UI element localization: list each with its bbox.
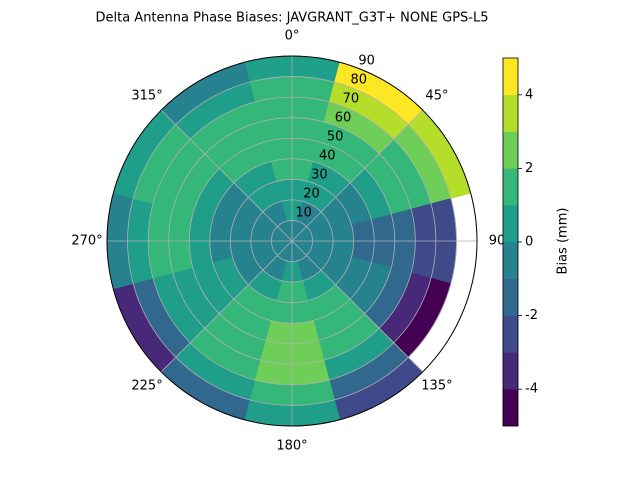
colorbar-tick-label: 4 <box>525 87 533 102</box>
colorbar-tick-label: -2 <box>525 308 538 323</box>
colorbar-label: Bias (mm) <box>556 208 571 275</box>
colorbar-band <box>502 94 519 132</box>
r-tick-label: 90 <box>358 53 375 68</box>
colorbar-band <box>502 168 519 206</box>
r-tick-label: 30 <box>311 167 328 182</box>
colorbar-band <box>502 131 519 169</box>
theta-tick-label: 135° <box>421 378 452 393</box>
theta-tick-label: 270° <box>71 234 102 249</box>
colorbar-band <box>502 57 519 95</box>
r-tick-label: 80 <box>350 72 367 87</box>
colorbar-tick-label: 0 <box>525 235 533 250</box>
r-tick-label: 40 <box>319 148 336 163</box>
polar-frame <box>106 55 478 427</box>
r-tick-label: 10 <box>295 205 312 220</box>
colorbar-tick-label: -4 <box>525 382 538 397</box>
grid-spoke <box>291 240 424 373</box>
theta-tick-label: 180° <box>276 439 307 454</box>
r-tick-label: 20 <box>303 186 320 201</box>
theta-tick-label: 45° <box>425 89 448 104</box>
r-tick-label: 60 <box>335 110 352 125</box>
chart-title: Delta Antenna Phase Biases: JAVGRANT_G3T… <box>95 11 488 26</box>
theta-tick-label: 315° <box>131 89 162 104</box>
colorbar-band <box>502 204 519 243</box>
grid-spoke <box>160 240 293 373</box>
colorbar-tick-label: 2 <box>525 161 533 176</box>
colorbar-band <box>502 241 519 279</box>
colorbar-band <box>502 352 519 390</box>
theta-tick-label: 225° <box>131 378 162 393</box>
colorbar-band <box>502 315 519 353</box>
theta-tick-label: 0° <box>285 29 300 44</box>
theta-tick-label: 90 <box>489 234 506 249</box>
grid-spoke <box>160 109 293 242</box>
r-tick-label: 70 <box>343 91 360 106</box>
colorbar-band <box>502 278 519 316</box>
grid-spoke <box>291 109 424 242</box>
r-tick-label: 50 <box>327 129 344 144</box>
colorbar-band <box>502 389 519 427</box>
